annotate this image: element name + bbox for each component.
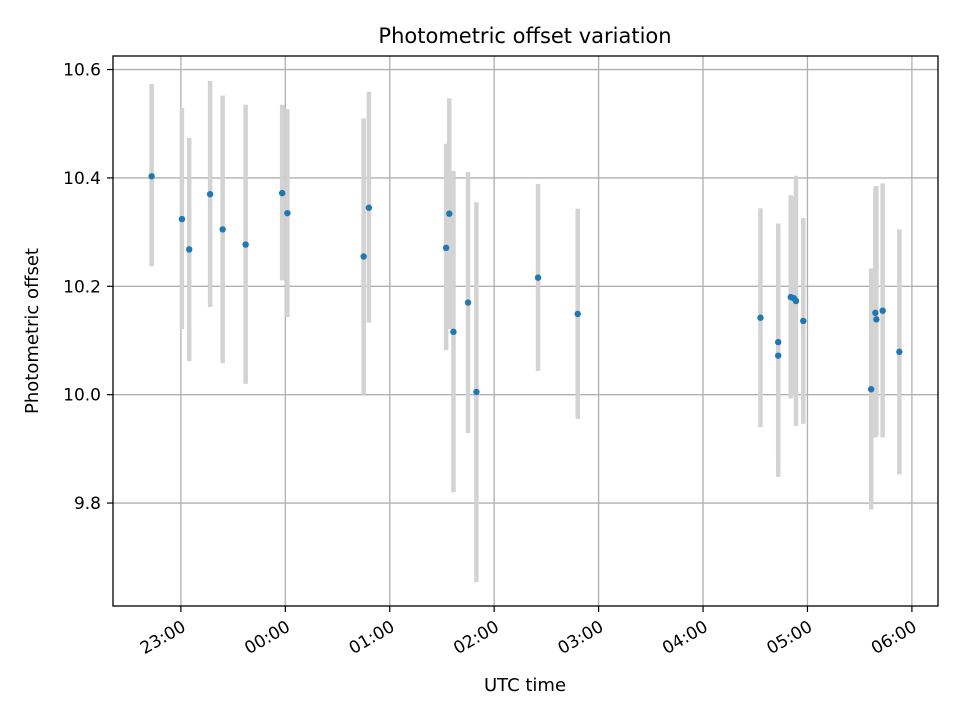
data-point <box>219 226 226 233</box>
data-point <box>757 314 764 321</box>
data-point <box>278 189 286 197</box>
data-point <box>148 173 155 180</box>
data-point <box>574 310 581 318</box>
data-points <box>148 173 903 396</box>
y-tick-label: 10.2 <box>63 277 101 297</box>
y-tick-label: 9.8 <box>74 494 101 514</box>
chart-title: Photometric offset variation <box>378 24 671 48</box>
data-point <box>442 244 450 252</box>
y-tick-label: 10.0 <box>63 386 101 406</box>
data-point <box>792 297 800 305</box>
y-axis-label: Photometric offset <box>22 248 43 414</box>
data-point <box>867 386 875 393</box>
data-point <box>450 328 457 336</box>
plot-frame <box>112 55 939 607</box>
data-point <box>879 307 886 314</box>
data-point <box>360 253 367 260</box>
data-point <box>284 209 291 217</box>
data-point <box>178 215 186 223</box>
y-tick-label: 10.4 <box>63 169 101 189</box>
y-tick-label: 10.6 <box>63 61 101 81</box>
data-point <box>473 388 480 396</box>
data-point <box>800 317 807 325</box>
data-point <box>873 316 880 323</box>
data-point <box>534 274 542 281</box>
data-point <box>365 204 373 211</box>
data-point <box>446 210 453 217</box>
data-point <box>242 241 249 248</box>
data-point <box>896 348 903 356</box>
x-axis-label: UTC time <box>484 675 566 696</box>
data-point <box>464 299 472 306</box>
y-axis-ticks: 9.8 10.0 10.2 10.4 10.6 <box>63 61 113 514</box>
data-point <box>186 246 193 253</box>
data-point <box>775 352 782 359</box>
data-point <box>206 190 214 198</box>
grid-lines <box>113 56 938 606</box>
data-point <box>775 338 782 346</box>
data-point <box>872 309 879 317</box>
